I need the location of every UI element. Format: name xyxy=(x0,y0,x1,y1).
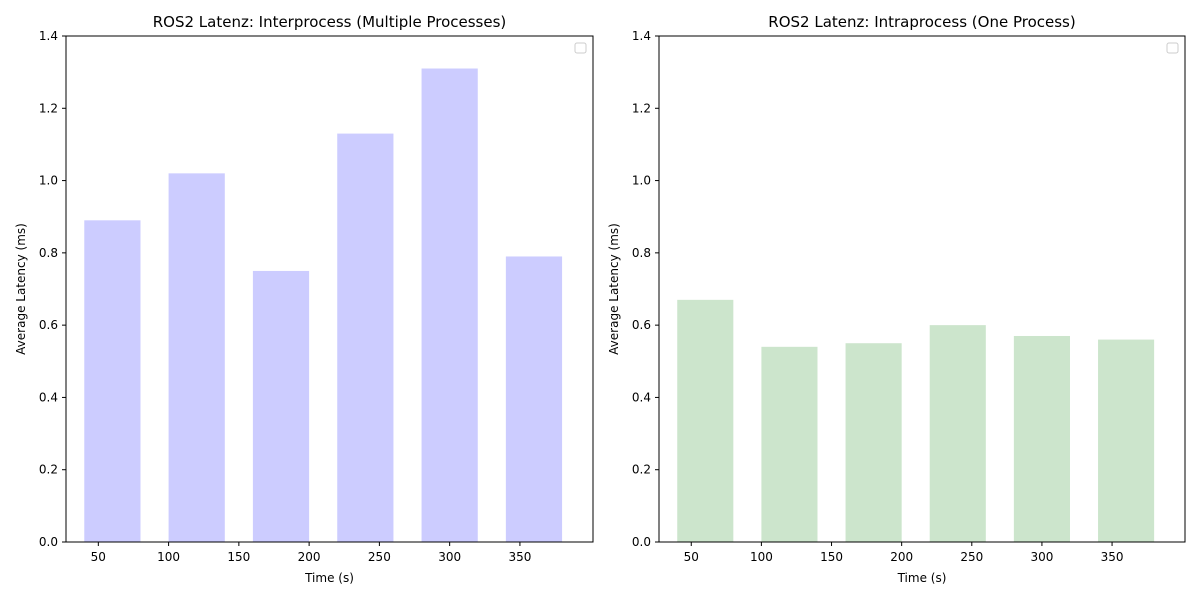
y-tick-label: 0.0 xyxy=(39,535,58,549)
x-tick-label: 100 xyxy=(157,550,180,564)
y-tick-label: 1.4 xyxy=(632,29,651,43)
y-tick-label: 1.2 xyxy=(39,101,58,115)
y-tick-label: 1.0 xyxy=(39,174,58,188)
plot-frame xyxy=(65,35,594,543)
x-tick-label: 200 xyxy=(298,550,321,564)
ticks-group: 50 100 150 200 250 300 350 0.0 0.2 0.4 0.6 0.8 1.0 1.… xyxy=(632,29,1124,564)
y-axis-label: Average Latency (ms) xyxy=(14,223,28,355)
bar xyxy=(252,270,310,542)
y-tick-label: 1.2 xyxy=(632,101,651,115)
x-tick-label: 150 xyxy=(820,550,843,564)
x-tick-label: 300 xyxy=(1030,550,1053,564)
chart-title: ROS2 Latenz: Intraprocess (One Process) xyxy=(768,13,1075,31)
x-tick-label: 350 xyxy=(508,550,531,564)
bar xyxy=(505,256,563,542)
x-tick-label: 250 xyxy=(368,550,391,564)
bar xyxy=(1098,339,1155,542)
y-tick-label: 0.4 xyxy=(632,390,651,404)
y-tick-label: 0.8 xyxy=(39,246,58,260)
legend-box xyxy=(1166,42,1179,54)
x-tick-label: 50 xyxy=(684,550,699,564)
bars-group xyxy=(677,299,1155,542)
y-tick-label: 1.4 xyxy=(39,29,58,43)
bars-group xyxy=(84,68,563,543)
chart-title: ROS2 Latenz: Interprocess (Multiple Proc… xyxy=(153,13,507,31)
ticks-group: 50 100 150 200 250 300 350 0.0 0.2 0.4 0.6 0.8 1.0 1.… xyxy=(39,29,531,564)
x-axis-label: Time (s) xyxy=(304,571,354,585)
chart-intraprocess: ROS2 Latenz: Intraprocess (One Process) … xyxy=(607,13,1186,585)
x-tick-label: 350 xyxy=(1101,550,1124,564)
x-tick-label: 300 xyxy=(438,550,461,564)
y-tick-label: 0.4 xyxy=(39,390,58,404)
y-axis-label: Average Latency (ms) xyxy=(607,223,621,355)
bar xyxy=(929,325,986,542)
plot-frame xyxy=(658,35,1186,543)
y-tick-label: 0.6 xyxy=(39,318,58,332)
bar xyxy=(677,299,734,542)
y-tick-label: 0.2 xyxy=(632,463,651,477)
bar xyxy=(168,173,225,543)
bar xyxy=(761,346,818,542)
x-tick-label: 200 xyxy=(890,550,913,564)
legend-box xyxy=(574,42,587,54)
y-tick-label: 0.0 xyxy=(632,535,651,549)
bar xyxy=(421,68,478,543)
bar xyxy=(1013,335,1070,542)
bar xyxy=(84,220,141,543)
x-tick-label: 50 xyxy=(91,550,106,564)
x-tick-label: 250 xyxy=(960,550,983,564)
y-tick-label: 0.2 xyxy=(39,463,58,477)
x-tick-label: 100 xyxy=(750,550,773,564)
y-tick-label: 0.8 xyxy=(632,246,651,260)
bar xyxy=(337,133,394,543)
bar xyxy=(845,343,902,542)
x-tick-label: 150 xyxy=(227,550,250,564)
y-tick-label: 0.6 xyxy=(632,318,651,332)
chart-interprocess: ROS2 Latenz: Interprocess (Multiple Proc… xyxy=(14,13,594,585)
x-axis-label: Time (s) xyxy=(897,571,947,585)
y-tick-label: 1.0 xyxy=(632,174,651,188)
